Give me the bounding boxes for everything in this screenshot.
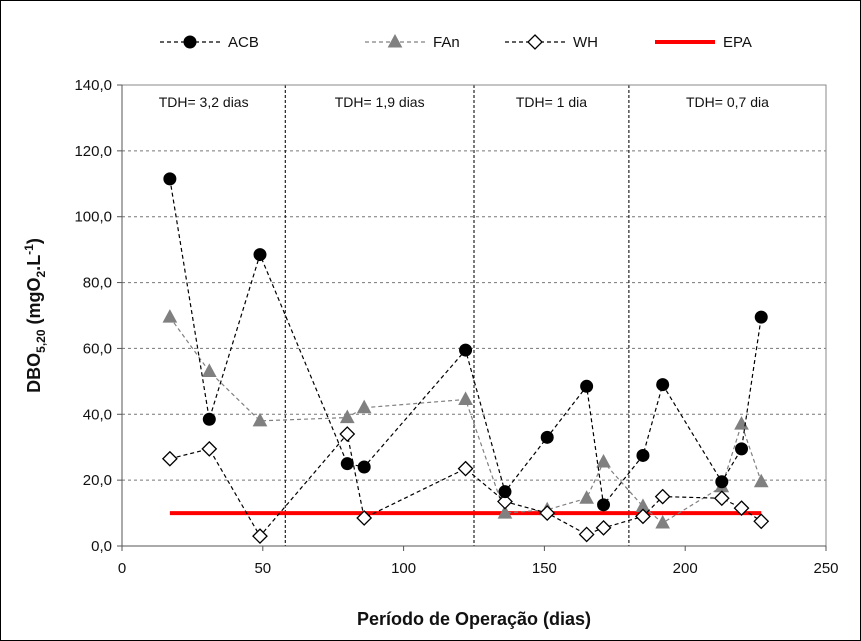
y-tick-label: 0,0 <box>91 538 112 555</box>
series-line <box>169 316 762 524</box>
legend-label-fan: FAn <box>433 34 460 51</box>
series-acb <box>163 172 768 512</box>
data-point <box>356 510 373 526</box>
data-point <box>715 475 729 489</box>
phase-label: TDH= 0,7 dia <box>686 94 769 110</box>
data-point <box>457 460 474 477</box>
data-point <box>202 412 216 426</box>
series-line <box>169 178 762 507</box>
y-axis-title: DBO5,20 (mgO2.L-1) <box>22 238 48 393</box>
data-point <box>754 310 768 324</box>
y-tick-label: 120,0 <box>74 143 112 160</box>
data-point <box>161 450 178 467</box>
data-point <box>458 391 473 405</box>
data-point <box>201 440 218 457</box>
data-point <box>357 460 371 474</box>
data-point <box>580 379 594 393</box>
data-point <box>252 412 268 427</box>
data-point <box>540 430 554 444</box>
phase-label: TDH= 1,9 dias <box>335 94 425 110</box>
legend-label-acb: ACB <box>228 34 259 51</box>
phase-label: TDH= 3,2 dias <box>159 94 249 110</box>
data-point <box>733 500 750 517</box>
x-tick-label: 100 <box>391 560 416 577</box>
y-tick-label: 60,0 <box>83 340 112 357</box>
data-point <box>252 528 268 545</box>
x-tick-label: 200 <box>673 560 698 577</box>
y-axis-title-part: -1 <box>22 244 36 255</box>
phase-label: TDH= 1 dia <box>516 94 587 110</box>
y-axis-title-part: (mgO <box>24 278 44 330</box>
data-point <box>654 488 671 505</box>
data-point <box>339 426 356 442</box>
y-tick-label: 20,0 <box>83 472 112 489</box>
data-point <box>635 508 651 525</box>
x-tick-label: 0 <box>118 560 126 577</box>
y-tick-label: 140,0 <box>74 77 112 94</box>
data-point <box>356 399 372 414</box>
x-tick-label: 150 <box>532 560 557 577</box>
data-point <box>753 513 770 530</box>
x-tick-label: 250 <box>813 560 838 577</box>
y-tick-label: 80,0 <box>83 275 112 292</box>
data-point <box>339 409 355 424</box>
legend-marker <box>183 35 197 49</box>
legend-marker <box>527 34 543 50</box>
data-point <box>636 448 650 462</box>
y-tick-label: 100,0 <box>74 209 112 226</box>
x-axis-title: Período de Operação (dias) <box>357 609 591 629</box>
data-point <box>497 505 513 519</box>
data-point <box>753 473 769 488</box>
data-point <box>201 363 217 377</box>
y-axis-title-part: 5,20 <box>34 329 48 353</box>
data-point <box>655 514 671 529</box>
y-axis-title-part: DBO <box>24 353 44 393</box>
legend: ACB FAn WH EPA <box>160 33 752 51</box>
y-axis-title-part: .L <box>24 255 44 271</box>
data-point <box>596 453 611 468</box>
series-wh <box>161 426 770 545</box>
data-point <box>579 490 594 504</box>
series-fan <box>162 309 769 529</box>
y-axis-title-part: 2 <box>34 271 48 278</box>
legend-label-wh: WH <box>573 34 598 51</box>
data-point <box>735 442 749 456</box>
data-point <box>595 519 612 536</box>
data-point <box>713 490 730 507</box>
series-line <box>169 432 762 538</box>
data-point <box>163 172 177 186</box>
data-point <box>498 485 512 499</box>
data-point <box>162 309 178 323</box>
data-point <box>578 526 595 543</box>
data-point <box>459 343 473 357</box>
data-point <box>597 498 611 512</box>
data-point <box>656 378 670 392</box>
x-tick-label: 50 <box>254 560 271 577</box>
legend-label-epa: EPA <box>723 34 752 51</box>
data-point <box>253 248 267 262</box>
data-point <box>539 505 556 521</box>
legend-marker <box>387 33 403 48</box>
data-point <box>340 457 354 471</box>
y-axis-title-part: ) <box>24 238 44 244</box>
y-tick-label: 40,0 <box>83 406 112 423</box>
data-point <box>497 493 513 510</box>
